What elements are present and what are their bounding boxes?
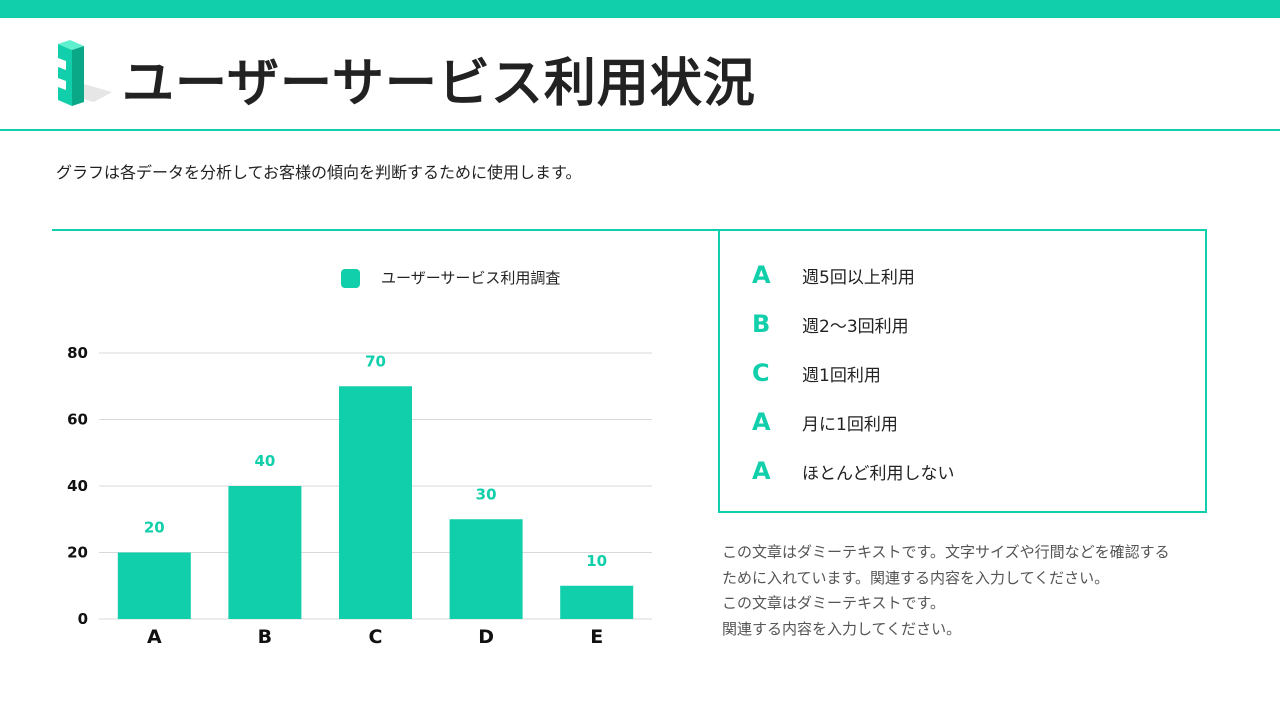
legend-row: B 週2〜3回利用	[752, 309, 909, 339]
subtitle: グラフは各データを分析してお客様の傾向を判断するために使用します。	[56, 163, 582, 182]
x-tick-label: E	[590, 626, 603, 648]
note-text: この文章はダミーテキストです。文字サイズや行間などを確認する ために入れています…	[722, 540, 1222, 642]
bar-chart: ユーザーサービス利用調査 0 20 40 60 80 20 A 40 B 70 C 30 D 10 E	[67, 269, 652, 648]
x-tick-label: A	[147, 626, 162, 648]
note-line: ために入れています。関連する内容を入力してください。	[722, 568, 1110, 587]
data-label: 30	[476, 485, 497, 503]
note-line: 関連する内容を入力してください。	[722, 619, 962, 638]
chart-top-divider	[52, 229, 720, 231]
bar	[449, 519, 523, 619]
logo-icon	[58, 40, 112, 106]
data-label: 20	[144, 519, 165, 537]
bar	[560, 585, 634, 619]
legend-label: 週1回利用	[802, 365, 881, 386]
y-tick-label: 20	[67, 544, 88, 562]
x-tick-label: B	[258, 626, 272, 648]
page-title: ユーザーサービス利用状況	[122, 54, 756, 114]
bar	[228, 486, 302, 619]
x-tick-label: C	[369, 626, 383, 648]
legend-row: A 週5回以上利用	[752, 260, 915, 290]
legend-row: C 週1回利用	[752, 358, 881, 388]
title-divider	[0, 129, 1280, 131]
legend-label: ユーザーサービス利用調査	[381, 269, 560, 287]
legend-row: A 月に1回利用	[752, 407, 898, 437]
legend-letter: A	[752, 408, 771, 436]
legend-letter: C	[752, 359, 770, 387]
y-tick-label: 40	[67, 477, 88, 495]
legend-label: 週2〜3回利用	[802, 316, 909, 337]
y-tick-label: 0	[78, 610, 88, 628]
legend-label: 月に1回利用	[802, 414, 898, 435]
note-line: この文章はダミーテキストです。文字サイズや行間などを確認する	[722, 543, 1170, 561]
data-label: 70	[365, 352, 386, 370]
data-label: 40	[254, 452, 275, 470]
note-line: この文章はダミーテキストです。	[722, 594, 946, 612]
category-legend-panel: A 週5回以上利用 B 週2〜3回利用 C 週1回利用 A 月に1回利用 A ほ…	[718, 229, 1207, 513]
bar	[117, 552, 191, 619]
legend-label: ほとんど利用しない	[802, 463, 955, 484]
bar	[339, 386, 412, 619]
data-label: 10	[586, 552, 607, 570]
legend-label: 週5回以上利用	[802, 267, 915, 288]
legend-letter: B	[752, 310, 771, 338]
legend-letter: A	[752, 457, 771, 485]
legend-letter: A	[752, 261, 771, 289]
top-accent-bar	[0, 0, 1280, 18]
y-tick-label: 80	[67, 344, 88, 362]
legend-row: A ほとんど利用しない	[752, 456, 955, 486]
legend-swatch	[341, 269, 360, 288]
y-tick-label: 60	[67, 411, 88, 429]
x-tick-label: D	[478, 626, 494, 648]
